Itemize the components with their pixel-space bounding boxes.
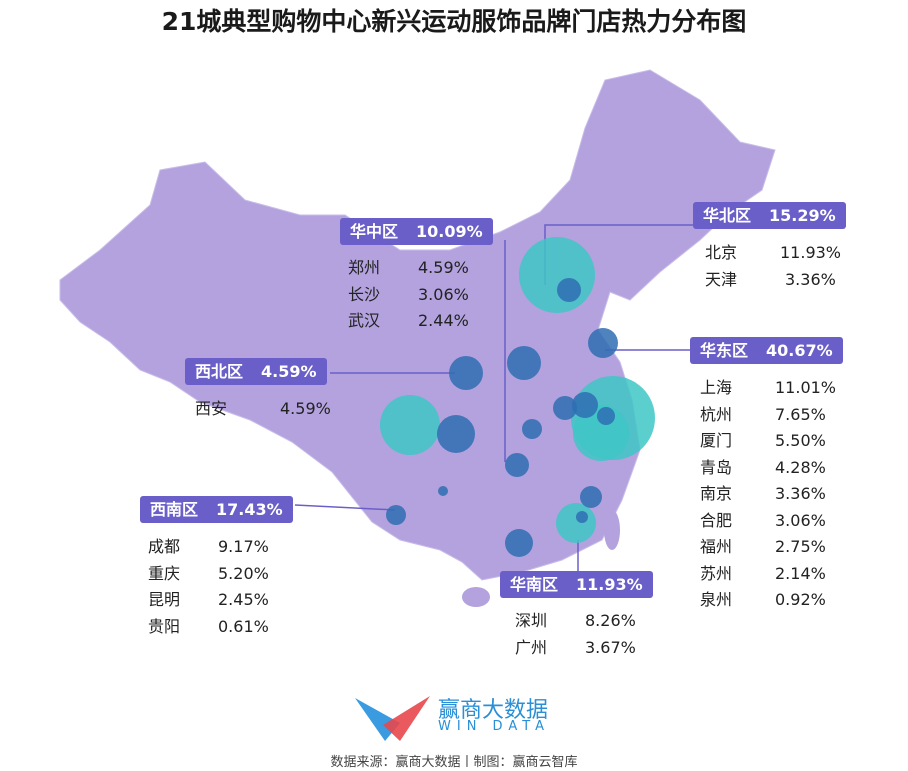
hainan	[462, 587, 490, 607]
city-bubble	[576, 511, 588, 523]
logo-name: 赢商大数据	[438, 698, 549, 723]
city-bubble	[380, 395, 440, 455]
city-list-huanan: 深圳 8.26% 广州 3.67%	[515, 611, 636, 657]
city-list-huabei: 北京 11.93% 天津 3.36%	[705, 243, 842, 289]
region-label-xinan: 西南区 17.43%	[140, 496, 293, 523]
page-title: 21城典型购物中心新兴运动服饰品牌门店热力分布图	[161, 7, 747, 36]
region-label-huanan: 华南区 11.93%	[500, 571, 653, 598]
city-bubble	[573, 405, 629, 461]
logo-subtitle: WIN DATA	[438, 719, 551, 734]
taiwan	[604, 510, 620, 550]
city-bubble	[386, 505, 406, 525]
city-bubble	[505, 453, 529, 477]
city-bubble	[580, 486, 602, 508]
windata-logo-icon	[355, 696, 430, 741]
city-bubble	[588, 328, 618, 358]
leader-line	[294, 504, 396, 511]
city-bubble	[553, 396, 577, 420]
region-label-huabei: 华北区 15.29%	[693, 202, 846, 229]
city-bubble	[572, 392, 598, 418]
region-label-xibei: 西北区 4.59%	[185, 358, 327, 385]
city-bubble	[449, 356, 483, 390]
region-label-huazhong: 华中区 10.09%	[340, 218, 493, 245]
city-bubble	[438, 486, 448, 496]
city-bubble	[505, 529, 533, 557]
city-bubble	[519, 237, 595, 313]
city-list-huazhong: 郑州 4.59% 长沙 3.06% 武汉 2.44%	[348, 258, 469, 330]
city-bubble	[522, 419, 542, 439]
region-label-huadong: 华东区 40.67%	[690, 337, 843, 364]
city-bubble	[597, 407, 615, 425]
city-bubble	[557, 278, 581, 302]
city-bubble	[556, 503, 596, 543]
city-bubble	[507, 346, 541, 380]
city-list-xibei: 西安 4.59%	[195, 399, 331, 418]
city-list-huadong: 上海 11.01% 杭州 7.65% 厦门 5.50% 青岛 4.28% 南京 3.36%…	[700, 378, 837, 609]
city-bubble	[437, 415, 475, 453]
city-list-xinan: 成都 9.17% 重庆 5.20% 昆明 2.45% 贵阳 0.61%	[148, 537, 269, 636]
source-note: 数据来源：赢商大数据丨制图：赢商云智库	[330, 755, 578, 770]
